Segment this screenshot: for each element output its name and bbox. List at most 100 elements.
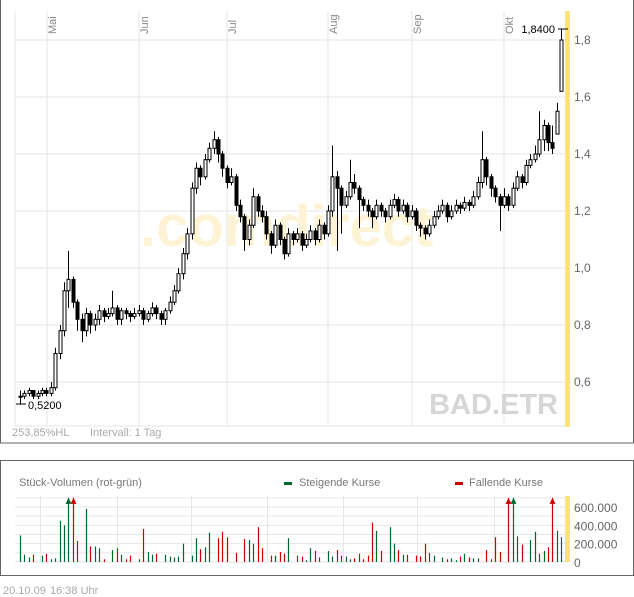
candle-body-up — [480, 159, 485, 183]
candle — [467, 199, 472, 211]
candle — [181, 248, 186, 280]
candle — [550, 125, 555, 154]
candle — [392, 193, 397, 209]
candle-body-up — [207, 147, 212, 161]
legend-up-label: Steigende Kurse — [299, 477, 380, 489]
candle-body-up — [22, 392, 27, 397]
candle-body-up — [97, 310, 102, 320]
candle — [524, 159, 529, 186]
candle-body-up — [53, 353, 58, 389]
candle — [242, 213, 247, 251]
candle-body-up — [36, 392, 41, 397]
candle — [506, 193, 511, 211]
volume-tick-label: 0 — [574, 556, 581, 570]
candle-body-up — [471, 196, 476, 206]
candle-body-down — [379, 204, 384, 212]
price-tick-label: 1,0 — [574, 261, 591, 275]
candle-body-up — [304, 239, 309, 246]
candle-body-down — [366, 204, 371, 212]
candle-body-up — [449, 210, 454, 218]
candle-body-up — [212, 139, 217, 149]
candle-body-up — [537, 139, 542, 155]
candle — [282, 236, 287, 260]
candle-body-up — [203, 159, 208, 178]
candle — [436, 205, 441, 220]
candle-body-down — [493, 187, 498, 198]
month-label: Sep — [412, 14, 424, 34]
candle-body-up — [326, 210, 331, 235]
price-panel — [0, 0, 634, 444]
candle-body-up — [229, 176, 234, 184]
candle — [498, 193, 503, 231]
candle — [58, 325, 63, 360]
candle — [300, 230, 305, 251]
candle — [163, 307, 168, 325]
candle-body-up — [172, 290, 177, 303]
candle — [150, 302, 155, 317]
interval-text: Intervall: 1 Tag — [90, 427, 161, 439]
price-tick-label: 1,4 — [574, 147, 591, 161]
candle-body-down — [44, 390, 49, 394]
candle — [31, 390, 36, 400]
candle-body-up — [181, 253, 186, 275]
candle-body-up — [317, 224, 322, 240]
candle — [176, 268, 181, 294]
volume-title: Stück-Volumen (rot-grün) — [19, 477, 142, 489]
candle — [198, 165, 203, 186]
candle-body-up — [436, 210, 441, 218]
candle-body-up — [40, 390, 45, 394]
price-tick-label: 0,6 — [574, 375, 591, 389]
volume-tick-label: 400.000 — [574, 519, 618, 533]
candle-body-down — [141, 310, 146, 320]
candle — [462, 196, 467, 211]
candle-body-down — [80, 318, 85, 332]
candle — [339, 185, 344, 234]
candle-body-up — [410, 210, 415, 218]
candle — [449, 205, 454, 220]
candle-body-down — [220, 153, 225, 169]
volume-tick-label: 200.000 — [574, 538, 618, 552]
candle-body-up — [163, 310, 168, 320]
candle-body-up — [454, 204, 459, 212]
candle — [542, 119, 547, 152]
price-tick-label: 1,8 — [574, 33, 591, 47]
candle — [401, 199, 406, 214]
candle — [62, 282, 67, 337]
candle-body-down — [322, 224, 327, 235]
candle-body-up — [194, 167, 199, 189]
candle — [220, 151, 225, 177]
volume-tick-label: 600.000 — [574, 501, 618, 515]
candle-body-down — [269, 233, 274, 246]
candle-body-down — [31, 390, 36, 397]
candle — [440, 199, 445, 214]
candle-body-up — [247, 224, 252, 240]
candle-body-up — [27, 390, 32, 394]
candle-body-up — [511, 187, 516, 206]
candle-body-up — [528, 159, 533, 166]
candle — [146, 310, 151, 323]
candle — [317, 219, 322, 243]
candle-body-up — [348, 182, 353, 198]
low-label: 0,5200 — [28, 400, 62, 412]
candle-body-down — [445, 204, 450, 218]
candle — [458, 202, 463, 214]
volume-overflow-arrow-icon — [65, 497, 72, 504]
candle-body-down — [357, 187, 362, 201]
candle-body-down — [352, 182, 357, 189]
candle-body-down — [256, 196, 261, 212]
candle — [493, 185, 498, 203]
candle-body-down — [154, 307, 159, 315]
candle-body-down — [418, 224, 423, 229]
volume-panel — [0, 460, 634, 576]
candle-body-down — [300, 233, 305, 246]
candle — [207, 142, 212, 163]
candle-body-up — [66, 278, 71, 292]
footer-date: 20.10.09 — [3, 585, 46, 597]
volume-highlight — [565, 496, 570, 562]
candle-body-down — [313, 230, 318, 240]
candle-body-down — [520, 176, 525, 184]
candles — [18, 28, 564, 405]
legend-down-label: Fallende Kurse — [469, 477, 543, 489]
candle-body-down — [159, 313, 164, 320]
volume-overflow-arrow-icon — [70, 497, 77, 504]
